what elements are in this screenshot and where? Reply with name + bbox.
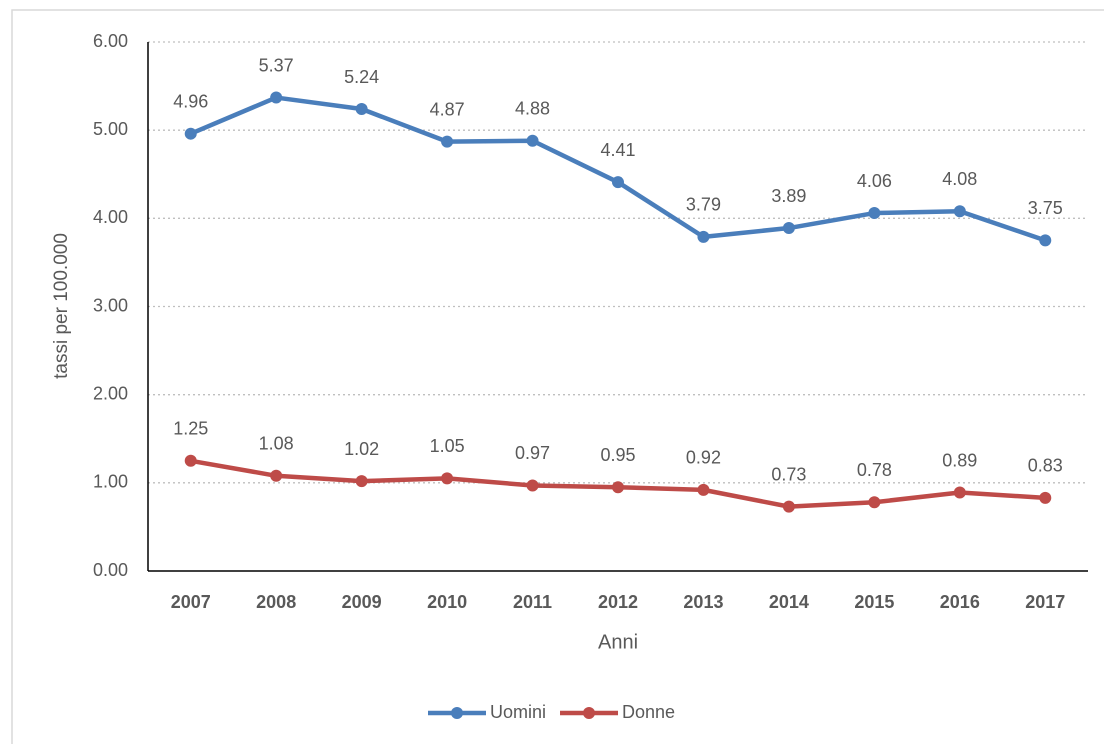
data-label: 1.25 [173, 419, 208, 439]
y-axis-label: tassi per 100.000 [51, 233, 72, 379]
data-point [953, 486, 966, 499]
data-label: 3.79 [686, 195, 721, 215]
data-label: 3.75 [1028, 198, 1063, 218]
data-label: 4.41 [600, 140, 635, 160]
data-point [868, 207, 881, 220]
data-label: 0.95 [600, 445, 635, 465]
data-label: 4.06 [857, 171, 892, 191]
data-point [1039, 234, 1052, 247]
data-label: 4.08 [942, 169, 977, 189]
y-tick-label: 0.00 [93, 560, 128, 580]
x-tick-label: 2008 [256, 592, 296, 612]
y-tick-label: 6.00 [93, 31, 128, 51]
x-tick-label: 2009 [342, 592, 382, 612]
legend-marker [451, 707, 463, 719]
data-point [355, 475, 368, 488]
data-point [441, 135, 454, 148]
data-point [953, 205, 966, 218]
legend-label: Uomini [490, 702, 546, 722]
y-tick-label: 1.00 [93, 472, 128, 492]
x-tick-label: 2015 [854, 592, 894, 612]
x-tick-label: 2017 [1025, 592, 1065, 612]
data-label: 1.08 [259, 434, 294, 454]
data-label: 5.24 [344, 67, 379, 87]
x-tick-label: 2010 [427, 592, 467, 612]
data-point [441, 472, 454, 485]
x-tick-label: 2011 [513, 592, 552, 612]
data-label: 4.88 [515, 98, 550, 118]
data-label: 3.89 [771, 186, 806, 206]
data-point [355, 103, 368, 116]
data-point [868, 496, 881, 509]
data-point [612, 176, 624, 189]
data-label: 0.92 [686, 448, 721, 468]
legend-marker [583, 707, 596, 719]
data-point [526, 134, 539, 147]
data-label: 4.87 [430, 99, 465, 119]
x-tick-label: 2013 [683, 592, 723, 612]
x-tick-label: 2012 [598, 592, 638, 612]
data-label: 4.96 [173, 91, 208, 111]
legend-label: Donne [622, 702, 675, 722]
data-point [526, 479, 539, 492]
x-tick-label: 2007 [171, 592, 211, 612]
data-label: 0.78 [857, 460, 892, 480]
y-tick-label: 2.00 [93, 383, 128, 403]
chart-frame [11, 9, 1104, 744]
data-label: 1.05 [430, 436, 465, 456]
data-point [612, 481, 624, 494]
y-tick-label: 4.00 [93, 207, 128, 227]
data-point [184, 127, 197, 140]
data-point [1039, 491, 1052, 504]
data-label: 1.02 [344, 439, 379, 459]
data-label: 0.73 [771, 464, 806, 484]
data-point [697, 483, 710, 496]
y-tick-label: 3.00 [93, 295, 128, 315]
data-label: 0.83 [1028, 456, 1063, 476]
data-point [184, 454, 197, 467]
data-point [270, 469, 283, 482]
data-label: 5.37 [259, 55, 294, 75]
data-label: 0.97 [515, 443, 550, 463]
data-point [697, 230, 710, 243]
data-point [782, 222, 795, 235]
x-axis-label: Anni [598, 631, 638, 653]
x-tick-label: 2016 [940, 592, 980, 612]
y-tick-label: 5.00 [93, 119, 128, 139]
x-tick-label: 2014 [769, 592, 809, 612]
data-label: 0.89 [942, 450, 977, 470]
data-point [270, 91, 283, 104]
data-point [782, 500, 795, 513]
